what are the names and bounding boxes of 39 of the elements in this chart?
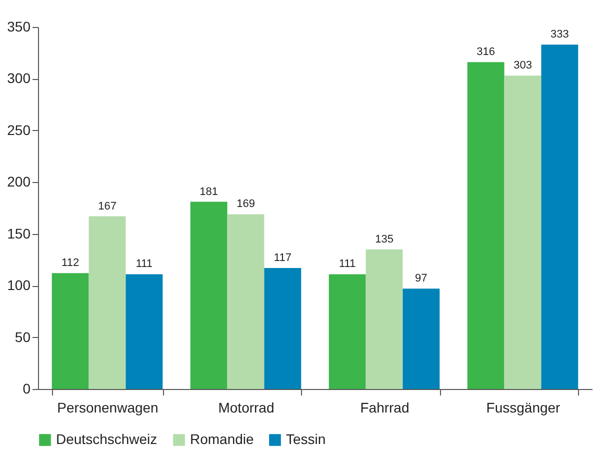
x-tick-label: Personenwagen	[57, 400, 158, 416]
data-label: 167	[98, 200, 116, 212]
y-tick-label: 50	[14, 328, 31, 345]
bar	[541, 44, 578, 389]
y-tick-label: 100	[7, 277, 31, 294]
data-label: 316	[476, 46, 495, 58]
bar	[366, 249, 403, 389]
x-tick-label: Fahrrad	[360, 400, 410, 416]
bar	[264, 268, 302, 389]
x-tick-label: Fussgänger	[486, 400, 561, 416]
data-label: 303	[514, 60, 532, 72]
y-tick-label: 250	[7, 122, 31, 138]
bar	[52, 273, 89, 389]
data-label: 112	[62, 257, 80, 270]
bar	[126, 274, 163, 389]
y-tick-label: 200	[7, 174, 31, 190]
data-label: 111	[338, 258, 356, 270]
data-label: 117	[274, 252, 292, 264]
y-tick-label: 350	[7, 18, 31, 34]
bar	[88, 216, 126, 389]
data-label: 181	[200, 186, 218, 198]
bar	[402, 288, 440, 389]
bar	[190, 202, 228, 389]
data-label: 333	[550, 28, 569, 41]
x-tick-label: Motorrad	[218, 400, 274, 416]
data-label: 169	[236, 198, 255, 210]
legend-label: Tessin	[286, 431, 326, 447]
bar	[227, 214, 264, 389]
legend-label: Deutschschweiz	[56, 431, 158, 447]
legend-label: Romandie	[190, 431, 254, 447]
y-tick-label: 300	[7, 70, 31, 86]
bar	[328, 274, 366, 389]
y-tick-label: 0	[22, 380, 31, 396]
bar	[467, 62, 504, 389]
data-label: 135	[375, 233, 394, 246]
y-tick-label: 150	[7, 225, 31, 242]
bar	[504, 76, 542, 389]
data-label: 111	[136, 258, 153, 270]
data-label: 97	[415, 272, 428, 285]
